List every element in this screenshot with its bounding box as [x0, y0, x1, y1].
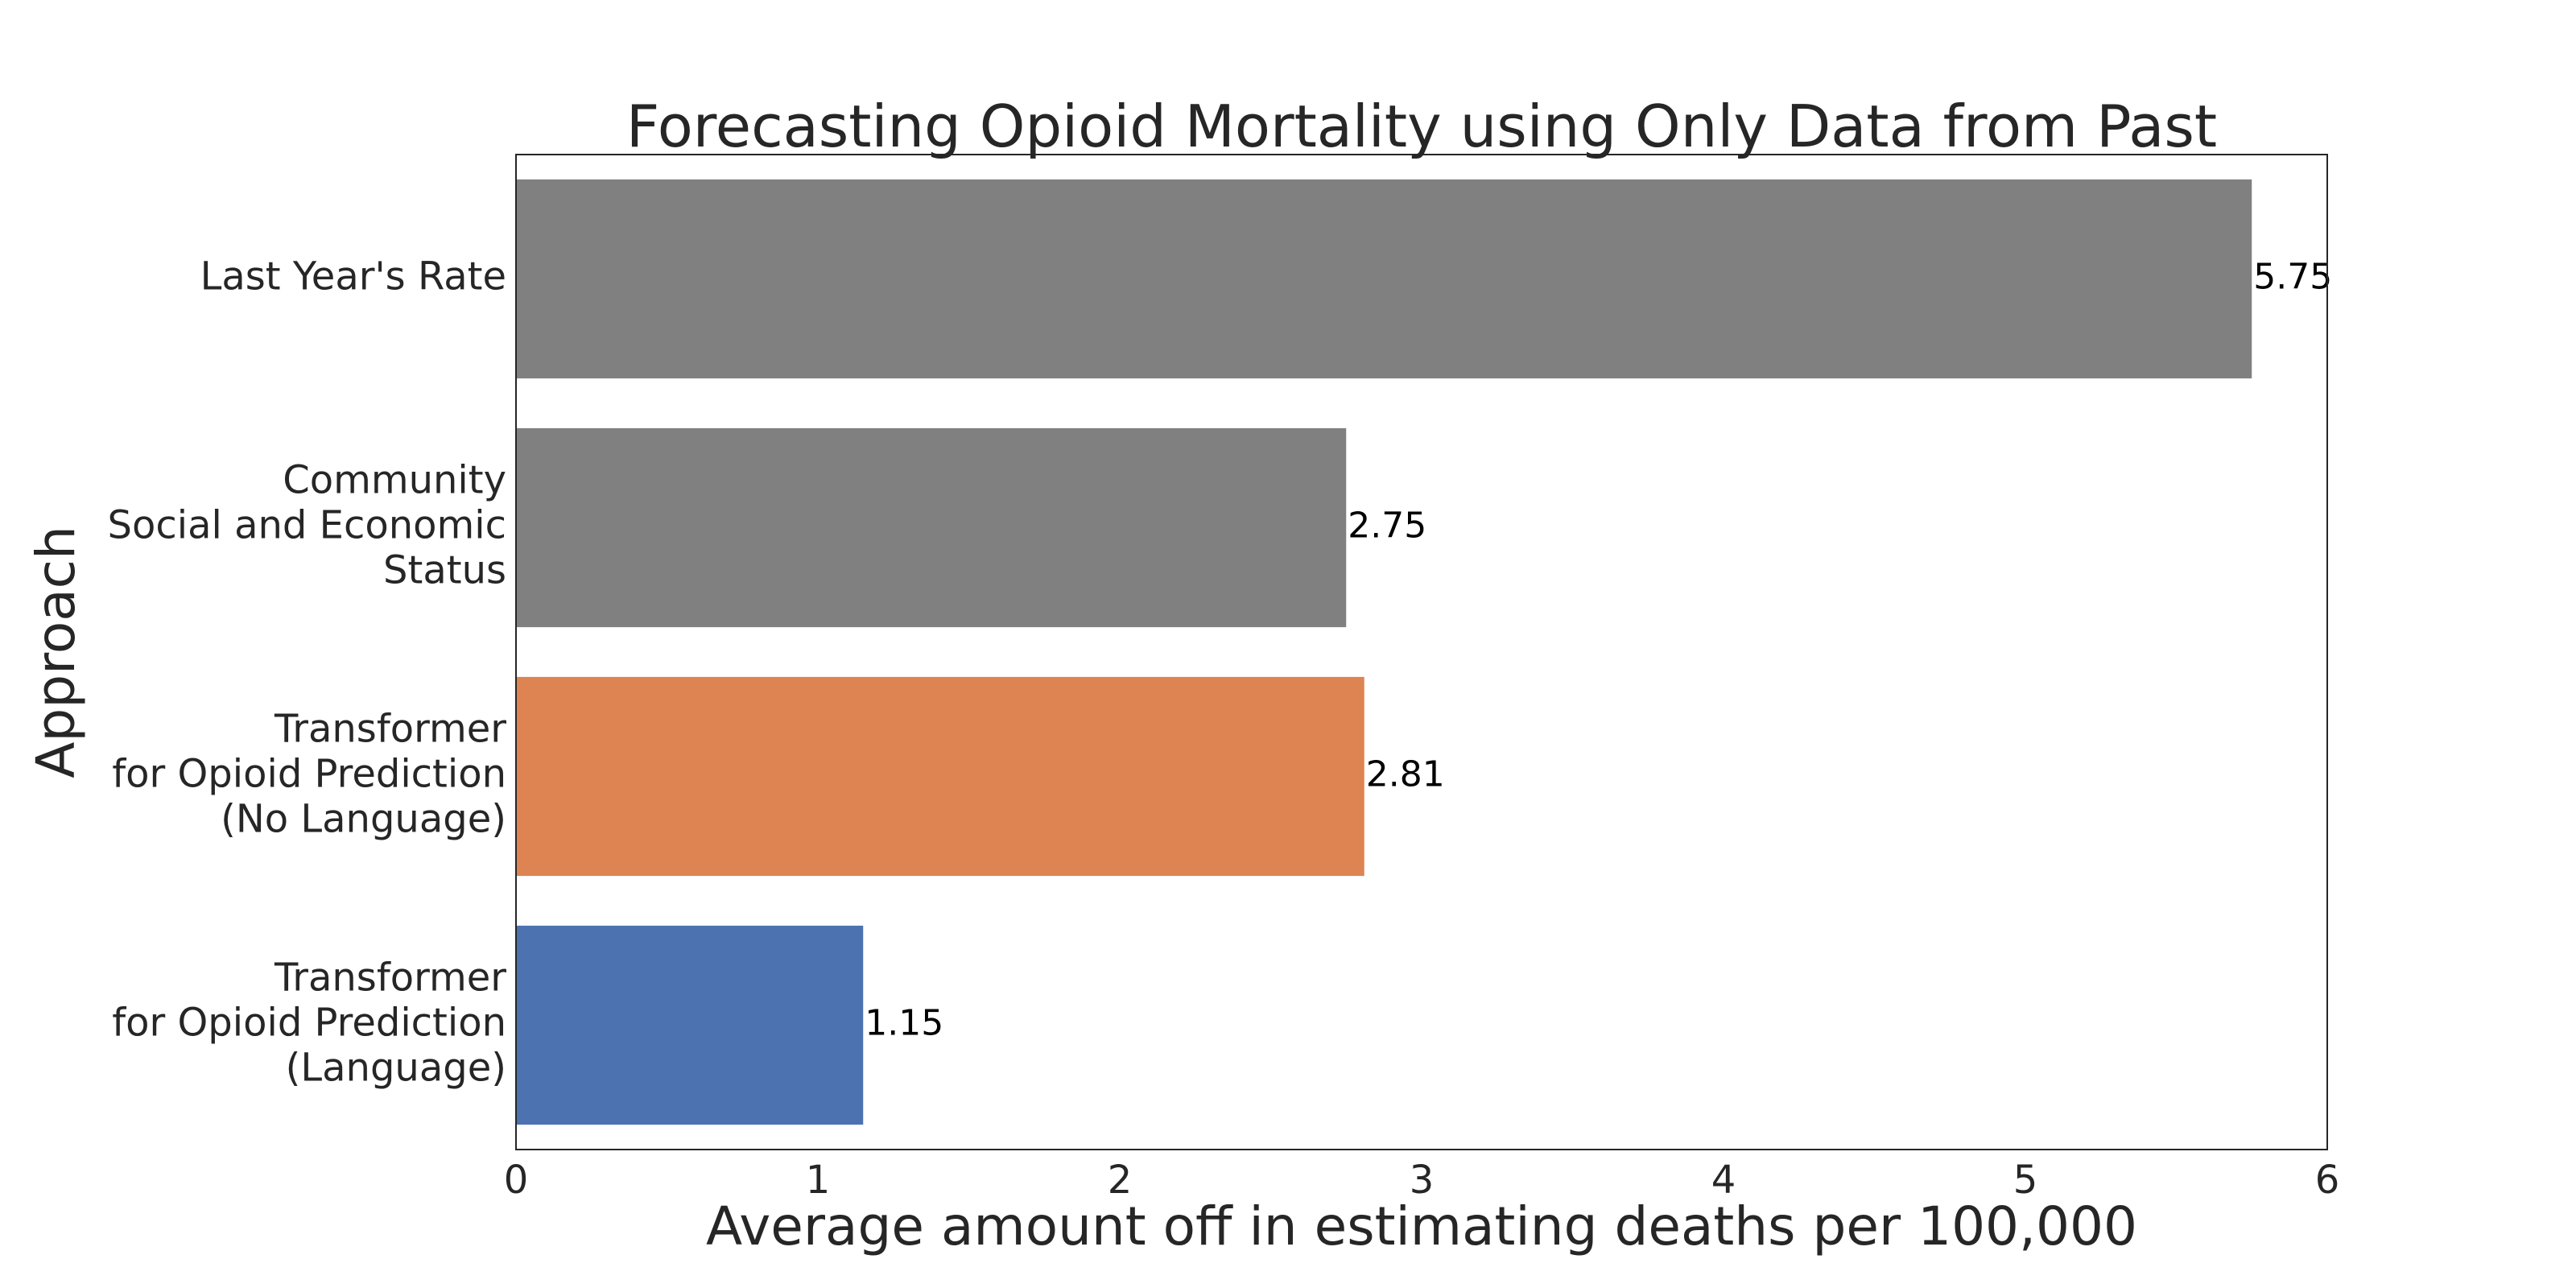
x-tick-label: 0 — [504, 1158, 529, 1203]
category-label-line: for Opioid Prediction — [112, 752, 506, 797]
chart-title: Forecasting Opioid Mortality using Only … — [626, 93, 2217, 160]
value-label-1: 5.75 — [2253, 257, 2332, 298]
bar-2 — [516, 427, 1347, 628]
bars-layer — [516, 179, 2252, 1125]
x-tick-label: 6 — [2315, 1158, 2340, 1203]
value-label-4: 1.15 — [865, 1003, 943, 1044]
bar-3 — [516, 676, 1364, 877]
category-label-line: for Opioid Prediction — [112, 1001, 506, 1046]
category-label-3: Transformer for Opioid Prediction (No Lang… — [112, 707, 506, 842]
x-tick-label: 2 — [1108, 1158, 1133, 1203]
category-label-line: (No Language) — [221, 797, 506, 842]
plot-frame — [515, 154, 2328, 1150]
category-label-line: Transformer — [274, 707, 506, 752]
bar-1 — [516, 179, 2252, 379]
category-label-line: Transformer — [274, 956, 506, 1001]
category-label-line: (Language) — [286, 1046, 506, 1091]
value-labels: 5.75 2.75 2.81 1.15 — [865, 257, 2332, 1044]
x-axis-label: Average amount off in estimating deaths … — [706, 1195, 2137, 1257]
x-tick-label: 4 — [1711, 1158, 1736, 1203]
value-label-3: 2.81 — [1366, 754, 1445, 795]
category-label-2: Community Social and Economic Status — [108, 458, 507, 593]
category-label-line: Last Year's Rate — [200, 254, 506, 299]
category-label-1: Last Year's Rate — [200, 254, 506, 299]
category-label-4: Transformer for Opioid Prediction (Languag… — [112, 956, 506, 1091]
x-tick-label: 5 — [2013, 1158, 2038, 1203]
category-label-line: Community — [283, 458, 506, 503]
category-label-line: Social and Economic — [108, 503, 507, 548]
x-tick-label: 1 — [806, 1158, 831, 1203]
x-tick-label: 3 — [1410, 1158, 1435, 1203]
bar-4 — [516, 925, 864, 1125]
y-axis-label: Approach — [25, 526, 87, 778]
x-axis-ticks: 0 1 2 3 4 5 6 — [504, 1158, 2340, 1203]
y-axis-ticks: Last Year's Rate Community Social and Econ… — [108, 254, 507, 1091]
value-label-2: 2.75 — [1348, 506, 1426, 547]
category-label-line: Status — [383, 548, 506, 593]
